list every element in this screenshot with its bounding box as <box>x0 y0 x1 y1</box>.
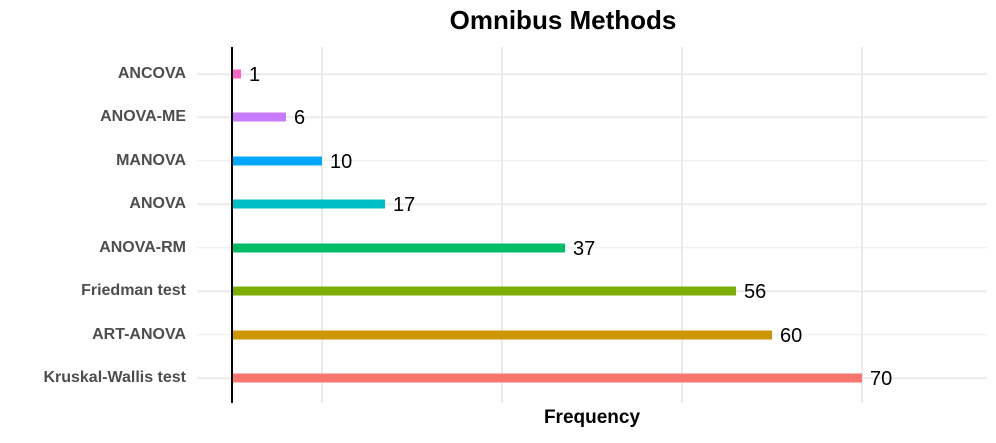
value-label: 10 <box>330 150 353 173</box>
bar-friedman-test <box>232 286 736 296</box>
value-label: 60 <box>780 324 803 347</box>
gridline-vertical-10 <box>321 47 323 403</box>
category-label-anova-rm: ANOVA-RM <box>99 238 186 256</box>
category-label-manova: MANOVA <box>116 151 186 169</box>
gridline-horizontal <box>197 160 987 162</box>
gridline-horizontal <box>197 203 987 206</box>
category-label-anova-me: ANOVA-ME <box>100 108 186 126</box>
gridline-vertical-30 <box>501 47 503 403</box>
category-label-kruskal-wallis-test: Kruskal-Wallis test <box>43 369 186 386</box>
chart-title: Omnibus Methods <box>449 5 677 35</box>
y-axis-line <box>231 47 233 403</box>
category-label-art-anova: ART-ANOVA <box>92 325 186 343</box>
value-label: 17 <box>393 194 416 217</box>
gridline-horizontal <box>197 116 987 119</box>
category-label-ancova: ANCOVA <box>117 65 186 82</box>
bar-anova-me <box>232 112 286 122</box>
value-label: 6 <box>294 107 306 130</box>
gridline-horizontal <box>197 246 987 249</box>
gridline-vertical-50 <box>681 47 683 403</box>
value-label: 70 <box>870 368 893 390</box>
plot-area: 1 6 10 17 37 56 60 70 <box>197 47 987 403</box>
bar-ancova <box>232 69 241 79</box>
bar-anova <box>232 199 385 209</box>
category-label-anova: ANOVA <box>129 195 186 213</box>
bar-manova <box>232 156 322 166</box>
value-label: 56 <box>744 281 767 304</box>
x-axis-title: Frequency <box>543 407 641 428</box>
gridline-horizontal <box>197 73 987 75</box>
value-label: 37 <box>573 237 596 260</box>
bar-kruskal-wallis-test <box>232 373 862 383</box>
value-label: 1 <box>249 64 261 86</box>
bar-anova-rm <box>232 243 565 253</box>
category-label-friedman-test: Friedman test <box>81 282 186 300</box>
gridline-vertical-70 <box>861 47 863 403</box>
bar-art-anova <box>232 330 772 340</box>
